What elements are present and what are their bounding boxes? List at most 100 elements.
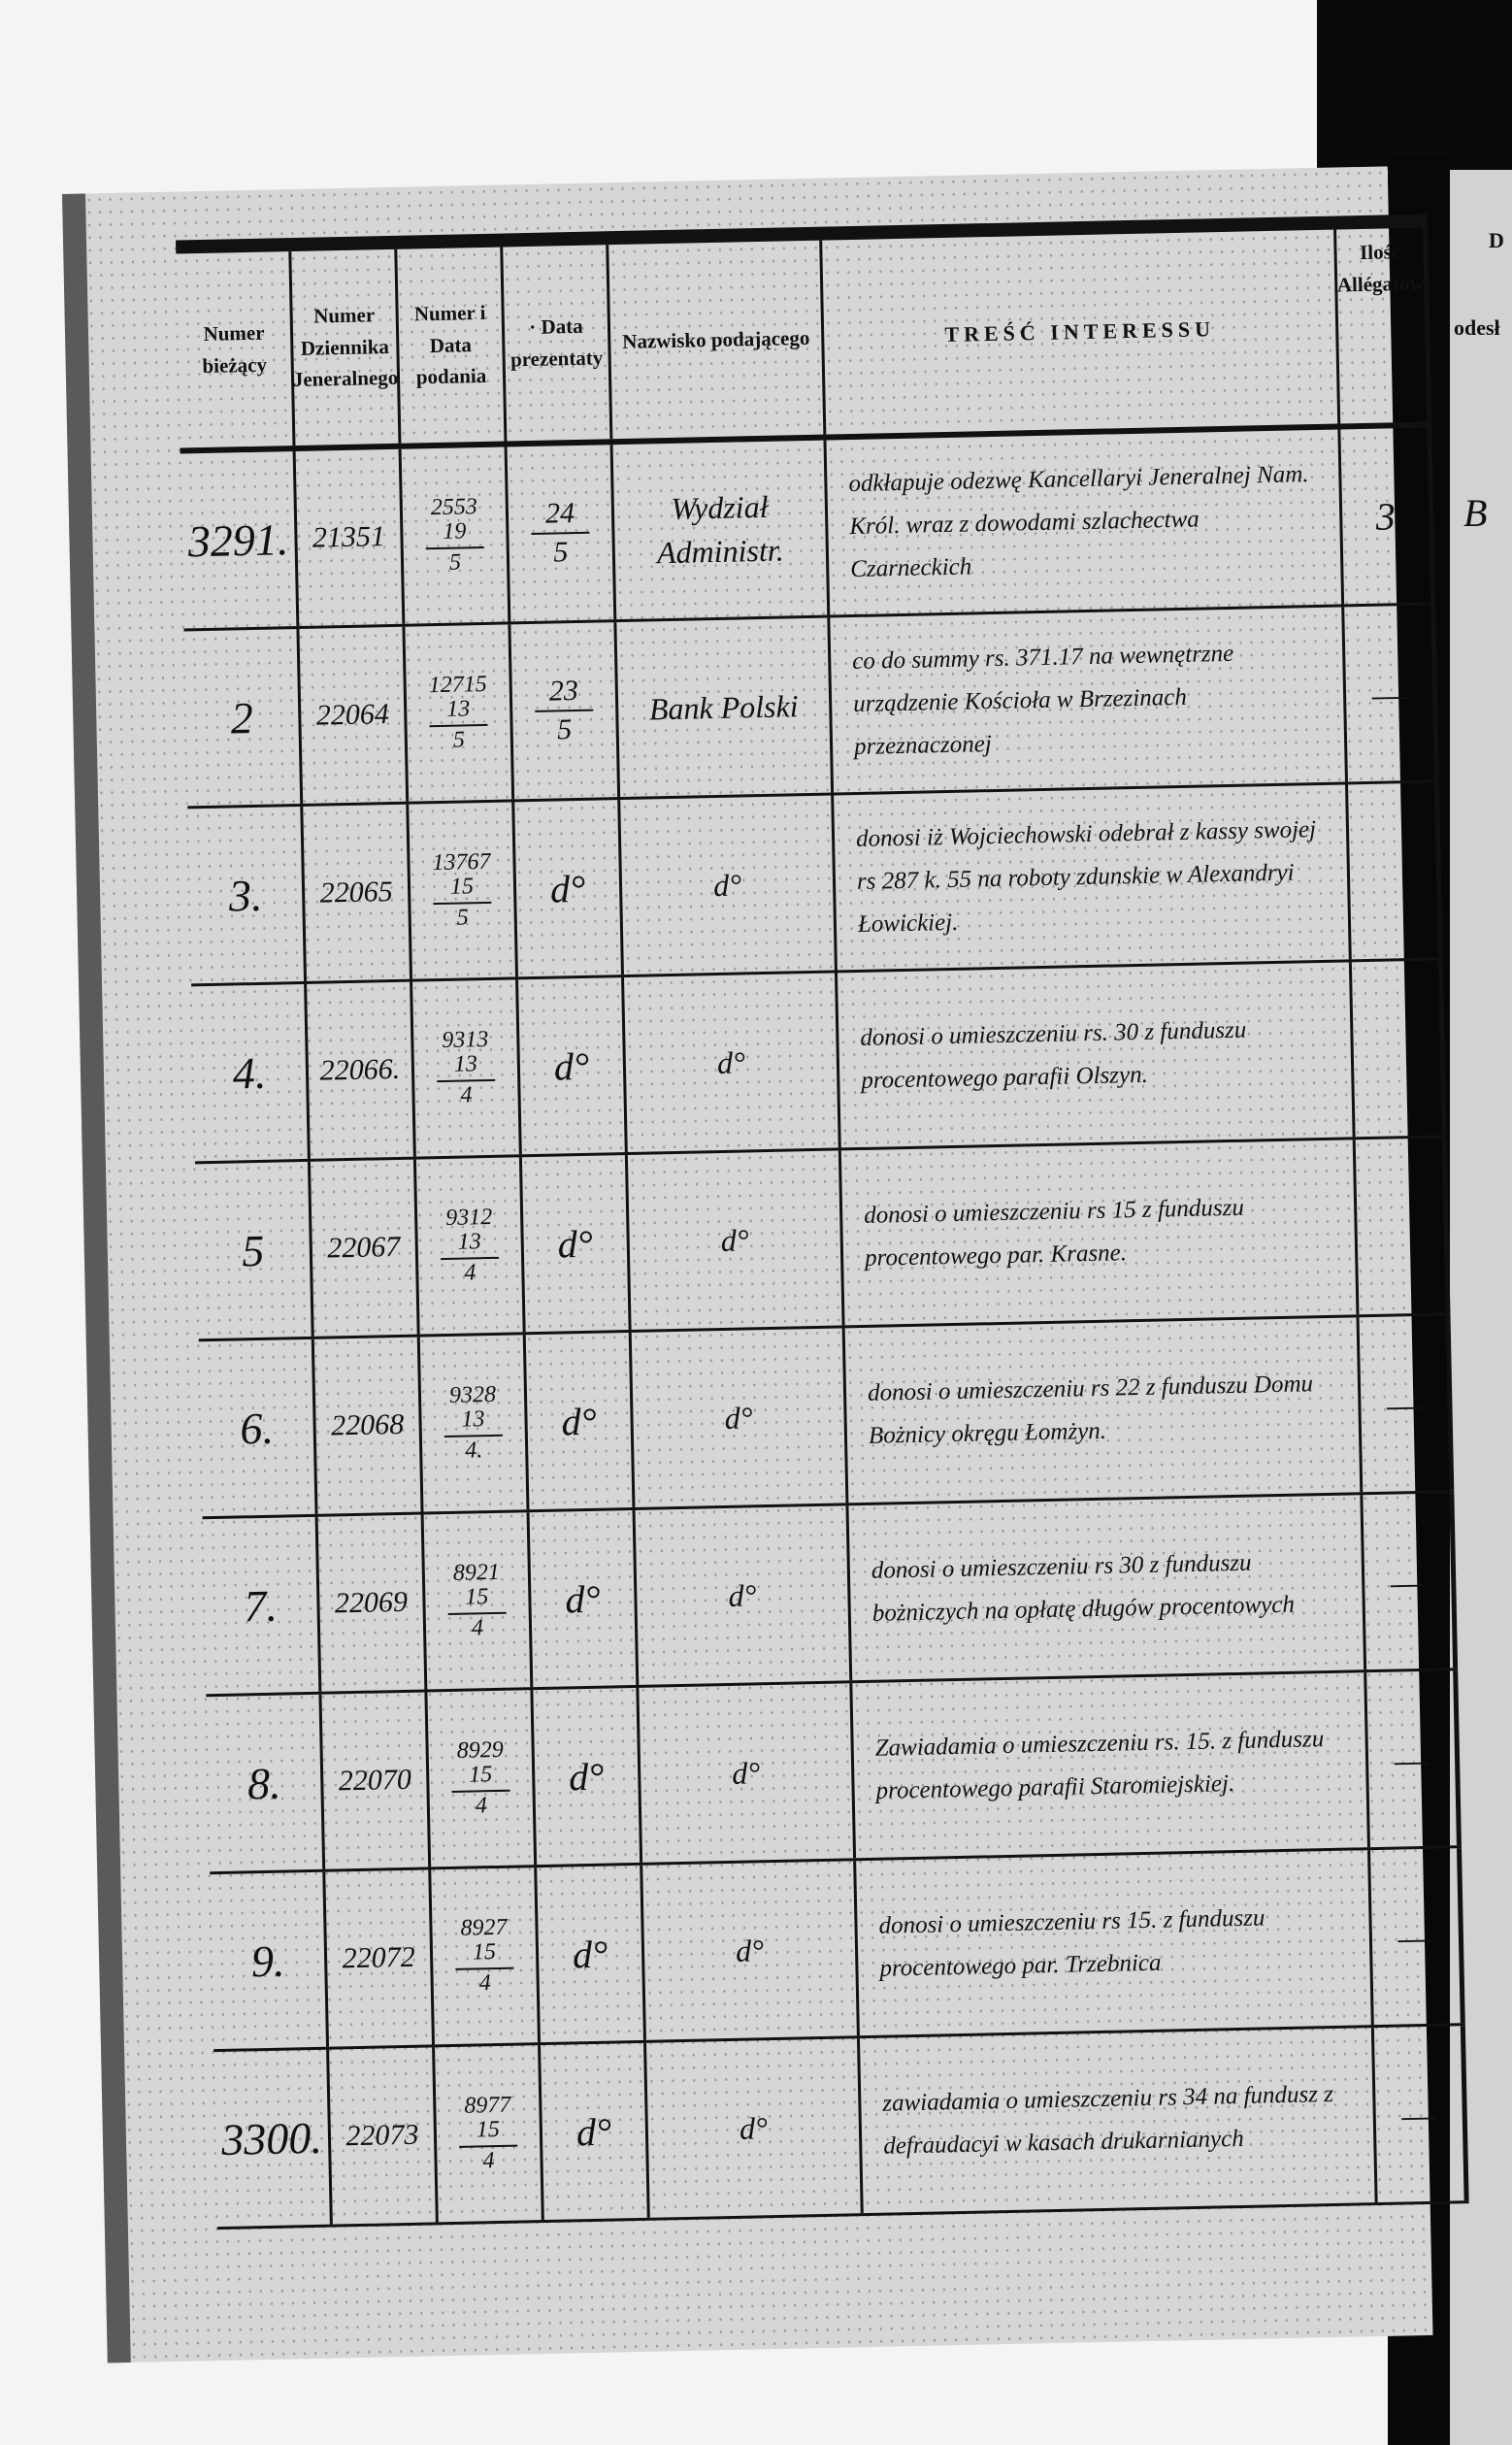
- table-row: 6. 22068 9328 13 4. d° d° donosi o umieszczeniu…: [198, 1315, 1455, 1520]
- ilosc-allegatow: —: [1359, 1315, 1455, 1493]
- table-row: 9. 22072 8927 15 4 d° d° donosi o umieszczeniu …: [210, 1848, 1465, 2053]
- page-edge: [62, 193, 131, 2363]
- nazwisko-podajacego: d°: [627, 1150, 845, 1330]
- fraction-line: [531, 531, 590, 535]
- podanie-numer: 13767: [432, 849, 491, 876]
- numer-data-podania: 12715 13 5: [405, 624, 515, 802]
- fraction-line: [425, 545, 484, 549]
- header-nazwisko: Nazwisko podającego: [608, 240, 827, 440]
- podanie-miesiac: 4: [475, 1792, 488, 1819]
- podanie-miesiac: 4: [460, 1081, 473, 1108]
- data-prezentaty: 24 5: [507, 445, 617, 622]
- table-row: 3300. 22073 8977 15 4 d° d° zawiadamia o umiesz…: [214, 2026, 1469, 2230]
- table-row: 5 22067 9312 13 4 d° d° donosi o umieszczeniu r…: [194, 1138, 1451, 1342]
- podanie-miesiac: 5: [452, 727, 466, 753]
- fraction-line: [433, 901, 492, 905]
- podanie-dzien: 15: [476, 2117, 501, 2143]
- podanie-dzien: 13: [445, 696, 471, 723]
- ilosc-allegatow: —: [1363, 1493, 1459, 1670]
- tresc-interessu: Zawiadamia o umieszczeniu rs. 15. z fund…: [852, 1672, 1370, 1859]
- data-prezentaty: d°: [518, 977, 628, 1155]
- tresc-interessu: donosi o umieszczeniu rs 15 z funduszu p…: [840, 1140, 1360, 1326]
- header-data-prezentaty: · Data prezentaty: [503, 245, 613, 442]
- numer-dziennika: 21351: [295, 448, 406, 626]
- tresc-interessu: donosi o umieszczeniu rs 30 z funduszu b…: [848, 1495, 1367, 1681]
- numer-biezacy: 3291.: [180, 451, 300, 629]
- fraction-line: [437, 1078, 496, 1082]
- numer-biezacy: 3300.: [214, 2049, 333, 2228]
- prezentata-miesiac: 5: [556, 713, 573, 746]
- tresc-interessu: zawiadamia o umieszczeniu rs 34 na fundu…: [859, 2028, 1378, 2214]
- podanie-numer: 2553: [430, 494, 478, 521]
- adjacent-header-fragment: odesł: [1454, 315, 1500, 340]
- table-row: 2 22064 12715 13 5 23 5 Bank Polski co do summy …: [183, 605, 1440, 809]
- podanie-dzien: 13: [453, 1051, 478, 1078]
- data-prezentaty: d°: [529, 1509, 640, 1688]
- numer-biezacy: 7.: [202, 1516, 322, 1695]
- podanie-miesiac: 5: [456, 904, 469, 931]
- podanie-numer: 8929: [456, 1737, 504, 1765]
- podanie-numer: 8977: [464, 2092, 511, 2119]
- ilosc-allegatow: [1351, 960, 1447, 1138]
- table-row: 7. 22069 8921 15 4 d° d° donosi o umieszczeniu …: [202, 1493, 1459, 1698]
- numer-data-podania: 8929 15 4: [427, 1690, 538, 1867]
- fraction-line: [429, 723, 488, 727]
- podanie-dzien: 19: [443, 518, 467, 545]
- tresc-interessu: donosi o umieszczeniu rs 22 z funduszu D…: [844, 1317, 1364, 1503]
- numer-dziennika: 22073: [329, 2047, 439, 2225]
- adjacent-row-fragment: B: [1463, 491, 1488, 535]
- ilosc-allegatow: [1348, 782, 1443, 960]
- numer-dziennika: 22070: [321, 1692, 432, 1869]
- numer-dziennika: 22064: [299, 626, 410, 804]
- podanie-dzien: 13: [457, 1229, 481, 1256]
- table-row: 4. 22066. 9313 13 4 d° d° donosi o umieszczeniu…: [191, 960, 1447, 1165]
- scan-background-dark: [1317, 0, 1512, 170]
- header-ilosc-allegatow: Ilość Allégatów: [1336, 227, 1432, 424]
- header-numer-biezacy: Numer bieżący: [176, 251, 296, 448]
- numer-biezacy: 6.: [198, 1338, 318, 1517]
- podanie-miesiac: 4: [482, 2147, 495, 2173]
- tresc-interessu: odkłapuje odezwę Kancellaryi Jeneralnej …: [826, 429, 1345, 615]
- podanie-numer: 9313: [442, 1027, 489, 1054]
- data-prezentaty: d°: [521, 1155, 632, 1333]
- podanie-miesiac: 4: [471, 1614, 484, 1641]
- podanie-dzien: 15: [468, 1762, 493, 1788]
- fraction-line: [444, 1434, 503, 1437]
- data-prezentaty: d°: [533, 1687, 643, 1866]
- podanie-numer: 9312: [444, 1205, 493, 1232]
- fraction-line: [455, 1966, 514, 1970]
- numer-dziennika: 22072: [325, 1869, 436, 2047]
- table-row: 3. 22065 13767 15 5 d° d° donosi iż Wojciechows…: [187, 782, 1443, 987]
- numer-data-podania: 9312 13 4: [415, 1157, 526, 1335]
- numer-dziennika: 22066.: [307, 981, 416, 1159]
- fraction-line: [535, 709, 594, 712]
- podanie-numer: 8927: [460, 1915, 508, 1942]
- nazwisko-podajacego: d°: [639, 1683, 857, 1863]
- fraction-line: [447, 1611, 507, 1615]
- numer-biezacy: 8.: [206, 1694, 326, 1872]
- fraction-line: [451, 1789, 510, 1793]
- numer-data-podania: 13767 15 5: [409, 802, 518, 979]
- numer-biezacy: 9.: [210, 1871, 330, 2050]
- podanie-miesiac: 4.: [464, 1437, 483, 1464]
- podanie-numer: 8921: [452, 1560, 501, 1587]
- prezentata-dzien: 24: [544, 497, 575, 530]
- nazwisko-podajacego: d°: [624, 973, 841, 1153]
- adjacent-page-fragment: D odesł B: [1450, 170, 1512, 2445]
- tresc-interessu: donosi o umieszczeniu rs. 30 z funduszu …: [837, 962, 1356, 1148]
- ilosc-allegatow: —: [1370, 1848, 1465, 2026]
- podanie-miesiac: 4: [478, 1969, 491, 1996]
- podanie-miesiac: 5: [448, 549, 462, 576]
- tresc-interessu: donosi iż Wojciechowski odebrał z kassy …: [834, 784, 1352, 971]
- numer-dziennika: 22069: [317, 1514, 428, 1692]
- numer-data-podania: 8927 15 4: [431, 1867, 541, 2045]
- nazwisko-podajacego: Wydział Administr.: [612, 440, 831, 620]
- nazwisko-podajacego: d°: [646, 2038, 864, 2218]
- adjacent-header-fragment: D: [1489, 228, 1504, 252]
- numer-data-podania: 8921 15 4: [423, 1512, 534, 1690]
- numer-biezacy: 2: [183, 628, 304, 807]
- header-numer-data-podania: Numer i Data podania: [397, 247, 508, 444]
- podanie-dzien: 15: [472, 1939, 497, 1966]
- fraction-line: [459, 2144, 518, 2148]
- table-row: 8. 22070 8929 15 4 d° d° Zawiadamia o umieszcze…: [206, 1670, 1463, 1875]
